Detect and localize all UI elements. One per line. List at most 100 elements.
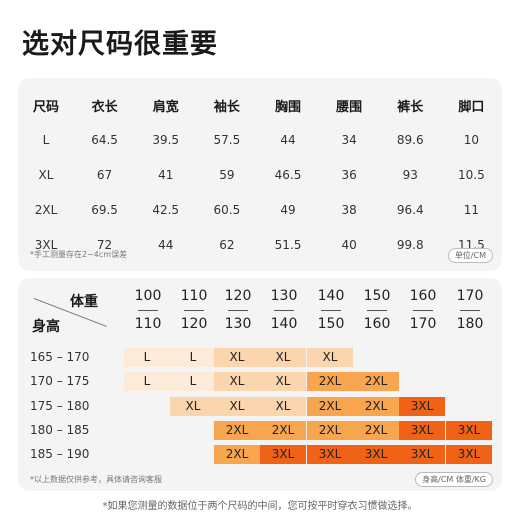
table-cell: 93 [402, 167, 418, 182]
size-recommendation-cell: 3XL [446, 421, 492, 440]
size-recommendation-cell: 2XL [214, 421, 260, 440]
size-recommendation-cell: XL [260, 348, 306, 367]
size-recommendation-cell: 2XL [214, 445, 260, 464]
header-pants-length: 裤长 [397, 99, 424, 115]
table-cell: XL [38, 167, 54, 182]
weight-max: 150 [317, 316, 345, 332]
size-recommendation-cell: XL [214, 348, 260, 367]
table-cell: 44 [158, 237, 174, 252]
table-cell: 49 [280, 202, 296, 217]
header-shoulder: 肩宽 [152, 99, 179, 115]
size-recommendation-cell: 2XL [260, 421, 306, 440]
table-cell: 34 [341, 132, 357, 147]
measurement-note: *手工测量存在2~4cm误差 [30, 250, 128, 259]
table-cell: 42.5 [152, 202, 180, 217]
table-cell: 46.5 [274, 167, 302, 182]
header-hem: 脚口 [458, 99, 485, 115]
weight-range-header: 110 120 [170, 288, 218, 334]
table-row: L 64.5 39.5 57.5 44 34 89.6 10 [18, 122, 502, 157]
weight-range-header: 100 110 [124, 288, 172, 334]
size-table-header-row: 尺码 衣长 肩宽 袖长 胸围 腰围 裤长 脚口 [18, 88, 502, 122]
size-recommendation-cell: XL [260, 397, 306, 416]
table-cell: 62 [219, 237, 235, 252]
weight-max: 170 [409, 316, 437, 332]
weight-range-header: 130 140 [260, 288, 308, 334]
weight-max: 110 [134, 316, 162, 332]
size-recommendation-cell: 3XL [446, 445, 492, 464]
height-range-label: 180 – 185 [30, 423, 90, 437]
size-recommendation-cell: L [170, 372, 216, 391]
recommendation-card: 体重 身高 100 110 110 120 120 130 130 140 140 150 150 1… [18, 278, 502, 491]
size-recommendation-cell: XL [307, 348, 353, 367]
weight-min: 160 [409, 288, 437, 304]
table-cell: 99.8 [396, 237, 424, 252]
page-title: 选对尺码很重要 [22, 29, 218, 60]
table-cell: 64.5 [91, 132, 118, 147]
height-range-label: 165 – 170 [30, 350, 90, 364]
table-row: XL 67 41 59 46.5 36 93 10.5 [18, 157, 502, 192]
table-cell: 38 [341, 202, 357, 217]
size-recommendation-cell: 2XL [353, 372, 399, 391]
size-recommendation-cell: 3XL [399, 397, 445, 416]
table-cell: 39.5 [152, 132, 180, 147]
size-recommendation-cell: XL [214, 372, 260, 391]
table-row: 2XL 69.5 42.5 60.5 49 38 96.4 11 [18, 192, 502, 227]
height-range-label: 175 – 180 [30, 399, 90, 413]
weight-range-header: 140 150 [307, 288, 355, 334]
range-divider [228, 310, 248, 311]
table-cell: 57.5 [213, 132, 241, 147]
table-cell: 10 [463, 132, 480, 147]
table-cell: 60.5 [213, 202, 241, 217]
size-recommendation-cell: 2XL [353, 421, 399, 440]
weight-range-header: 120 130 [214, 288, 262, 334]
weight-min: 170 [456, 288, 484, 304]
weight-max: 180 [456, 316, 484, 332]
range-divider [138, 310, 158, 311]
range-divider [321, 310, 341, 311]
weight-max: 120 [180, 316, 208, 332]
header-length: 衣长 [91, 99, 118, 115]
weight-min: 140 [317, 288, 345, 304]
table-cell: 51.5 [274, 237, 302, 252]
weight-min: 130 [270, 288, 298, 304]
weight-min: 100 [134, 288, 162, 304]
size-recommendation-cell: 2XL [353, 397, 399, 416]
reference-note: *以上数据仅供参考，具体请咨询客服 [30, 475, 162, 484]
table-cell: 96.4 [396, 202, 424, 217]
weight-range-header: 160 170 [399, 288, 447, 334]
header-waist: 腰围 [336, 99, 363, 115]
weight-range-header: 170 180 [446, 288, 494, 334]
range-divider [460, 310, 480, 311]
size-table: 尺码 衣长 肩宽 袖长 胸围 腰围 裤长 脚口 L 64.5 39.5 57.5… [18, 88, 502, 262]
size-recommendation-cell: 3XL [260, 445, 306, 464]
size-recommendation-cell: XL [260, 372, 306, 391]
weight-max: 160 [363, 316, 391, 332]
weight-min: 150 [363, 288, 391, 304]
weight-min: 110 [180, 288, 208, 304]
size-recommendation-cell: 3XL [399, 445, 445, 464]
weight-max: 130 [224, 316, 252, 332]
header-sleeve: 袖长 [213, 99, 240, 115]
footnote: *如果您测量的数据位于两个尺码的中间，您可按平时穿衣习惯做选择。 [102, 501, 418, 512]
size-recommendation-cell: 3XL [307, 445, 353, 464]
size-recommendation-cell: 2XL [307, 372, 353, 391]
table-cell: L [42, 132, 50, 147]
height-range-label: 185 – 190 [30, 447, 90, 461]
range-divider [413, 310, 433, 311]
table-cell: 59 [219, 167, 235, 182]
weight-max: 140 [270, 316, 298, 332]
table-cell: 3XL [34, 237, 58, 252]
weight-range-header: 150 160 [353, 288, 401, 334]
height-range-label: 170 – 175 [30, 374, 90, 388]
weight-label: 体重 [70, 294, 98, 310]
size-recommendation-cell: 2XL [307, 397, 353, 416]
table-cell: 41 [158, 167, 174, 182]
range-divider [274, 310, 294, 311]
unit-badge: 单位/CM [447, 248, 493, 263]
table-cell: 44 [280, 132, 296, 147]
size-recommendation-cell: L [124, 372, 170, 391]
size-table-card: 尺码 衣长 肩宽 袖长 胸围 腰围 裤长 脚口 L 64.5 39.5 57.5… [18, 78, 502, 271]
table-cell: 11 [463, 202, 480, 217]
table-cell: 72 [96, 237, 113, 252]
size-recommendation-cell: 3XL [353, 445, 399, 464]
